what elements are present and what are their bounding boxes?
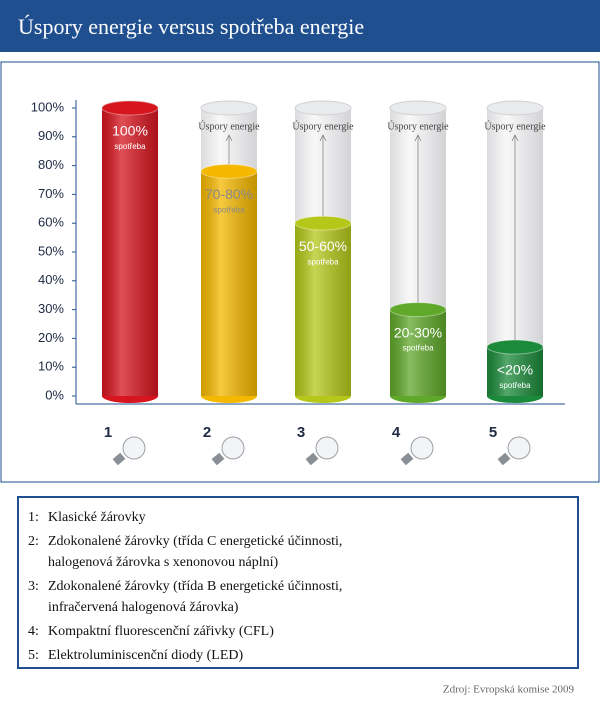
legend-box [17, 496, 579, 669]
value-label: <20% [497, 362, 533, 378]
bar-top [389, 302, 447, 318]
value-label: 100% [112, 123, 148, 139]
consumption-label: spotřeba [402, 344, 434, 353]
bulb-icon [122, 436, 146, 460]
legend-text: infračervená halogenová žárovka) [48, 600, 239, 615]
bulb-icon [315, 436, 339, 460]
legend-text: Elektroluminiscenční diody (LED) [48, 648, 244, 663]
y-tick-label: 40% [38, 272, 64, 287]
consumption-label: spotřeba [499, 381, 531, 390]
value-label: 20-30% [394, 324, 442, 340]
x-tick-label: 4 [392, 424, 401, 441]
y-tick-label: 90% [38, 128, 64, 143]
x-tick-label: 1 [104, 424, 112, 441]
bar-shade [102, 108, 158, 396]
bar-shade [201, 171, 257, 396]
x-tick-label: 3 [297, 424, 305, 441]
header-band [0, 0, 600, 52]
source: Zdroj: Evropská komise 2009 [443, 684, 575, 696]
legend-key: 2: [28, 534, 39, 549]
bulb-base [400, 452, 414, 466]
bulb-icon [507, 436, 531, 460]
legend-text: halogenová žárovka s xenonovou náplní) [48, 555, 278, 570]
glass-top [389, 100, 447, 116]
y-tick-label: 70% [38, 186, 64, 201]
savings-label: Úspory energie [292, 120, 354, 132]
savings-arrowhead [511, 134, 519, 142]
bar-shade [390, 309, 446, 396]
y-tick-label: 0% [45, 387, 64, 402]
glass-top [200, 100, 258, 116]
y-tick-label: 80% [38, 157, 64, 172]
bulb-icon [221, 436, 245, 460]
y-tick-label: 50% [38, 243, 64, 258]
chart-frame [0, 61, 600, 483]
bulb-base [211, 452, 225, 466]
legend-text: Zdokonalené žárovky (třída C energetické… [48, 534, 342, 549]
consumption-label: spotřeba [307, 257, 339, 266]
savings-arrowhead [414, 134, 422, 142]
savings-label: Úspory energie [387, 120, 449, 132]
bulb-base [112, 452, 126, 466]
legend-text: Klasické žárovky [48, 510, 146, 525]
glass-top [294, 100, 352, 116]
value-label: 70-80% [205, 186, 253, 202]
legend-key: 1: [28, 510, 39, 525]
y-tick-label: 10% [38, 359, 64, 374]
bulb-icon [410, 436, 434, 460]
y-tick-label: 100% [31, 99, 65, 114]
bulb-base [497, 452, 511, 466]
bar-shade [295, 223, 351, 396]
y-tick-label: 20% [38, 330, 64, 345]
legend-text: Zdokonalené žárovky (třída B energetické… [48, 579, 342, 594]
x-tick-label: 2 [203, 424, 211, 441]
glass-top [486, 100, 544, 116]
bar-top [200, 163, 258, 179]
bulb-base [305, 452, 319, 466]
bar-top [294, 215, 352, 231]
value-label: 50-60% [299, 238, 347, 254]
bar-top [101, 100, 159, 116]
savings-label: Úspory energie [198, 120, 260, 132]
legend-key: 4: [28, 624, 39, 639]
savings-label: Úspory energie [484, 120, 546, 132]
legend-key: 5: [28, 648, 39, 663]
consumption-label: spotřeba [213, 205, 245, 214]
legend-text: Kompaktní fluorescenční zářivky (CFL) [48, 624, 274, 639]
consumption-label: spotřeba [114, 142, 146, 151]
savings-arrowhead [319, 134, 327, 142]
chart-title: Úspory energie versus spotřeba energie [18, 14, 364, 39]
legend-key: 3: [28, 579, 39, 594]
y-tick-label: 30% [38, 301, 64, 316]
bar-top [486, 339, 544, 355]
x-tick-label: 5 [489, 424, 497, 441]
y-tick-label: 60% [38, 215, 64, 230]
savings-arrowhead [225, 134, 233, 142]
bar-shade [487, 347, 543, 396]
